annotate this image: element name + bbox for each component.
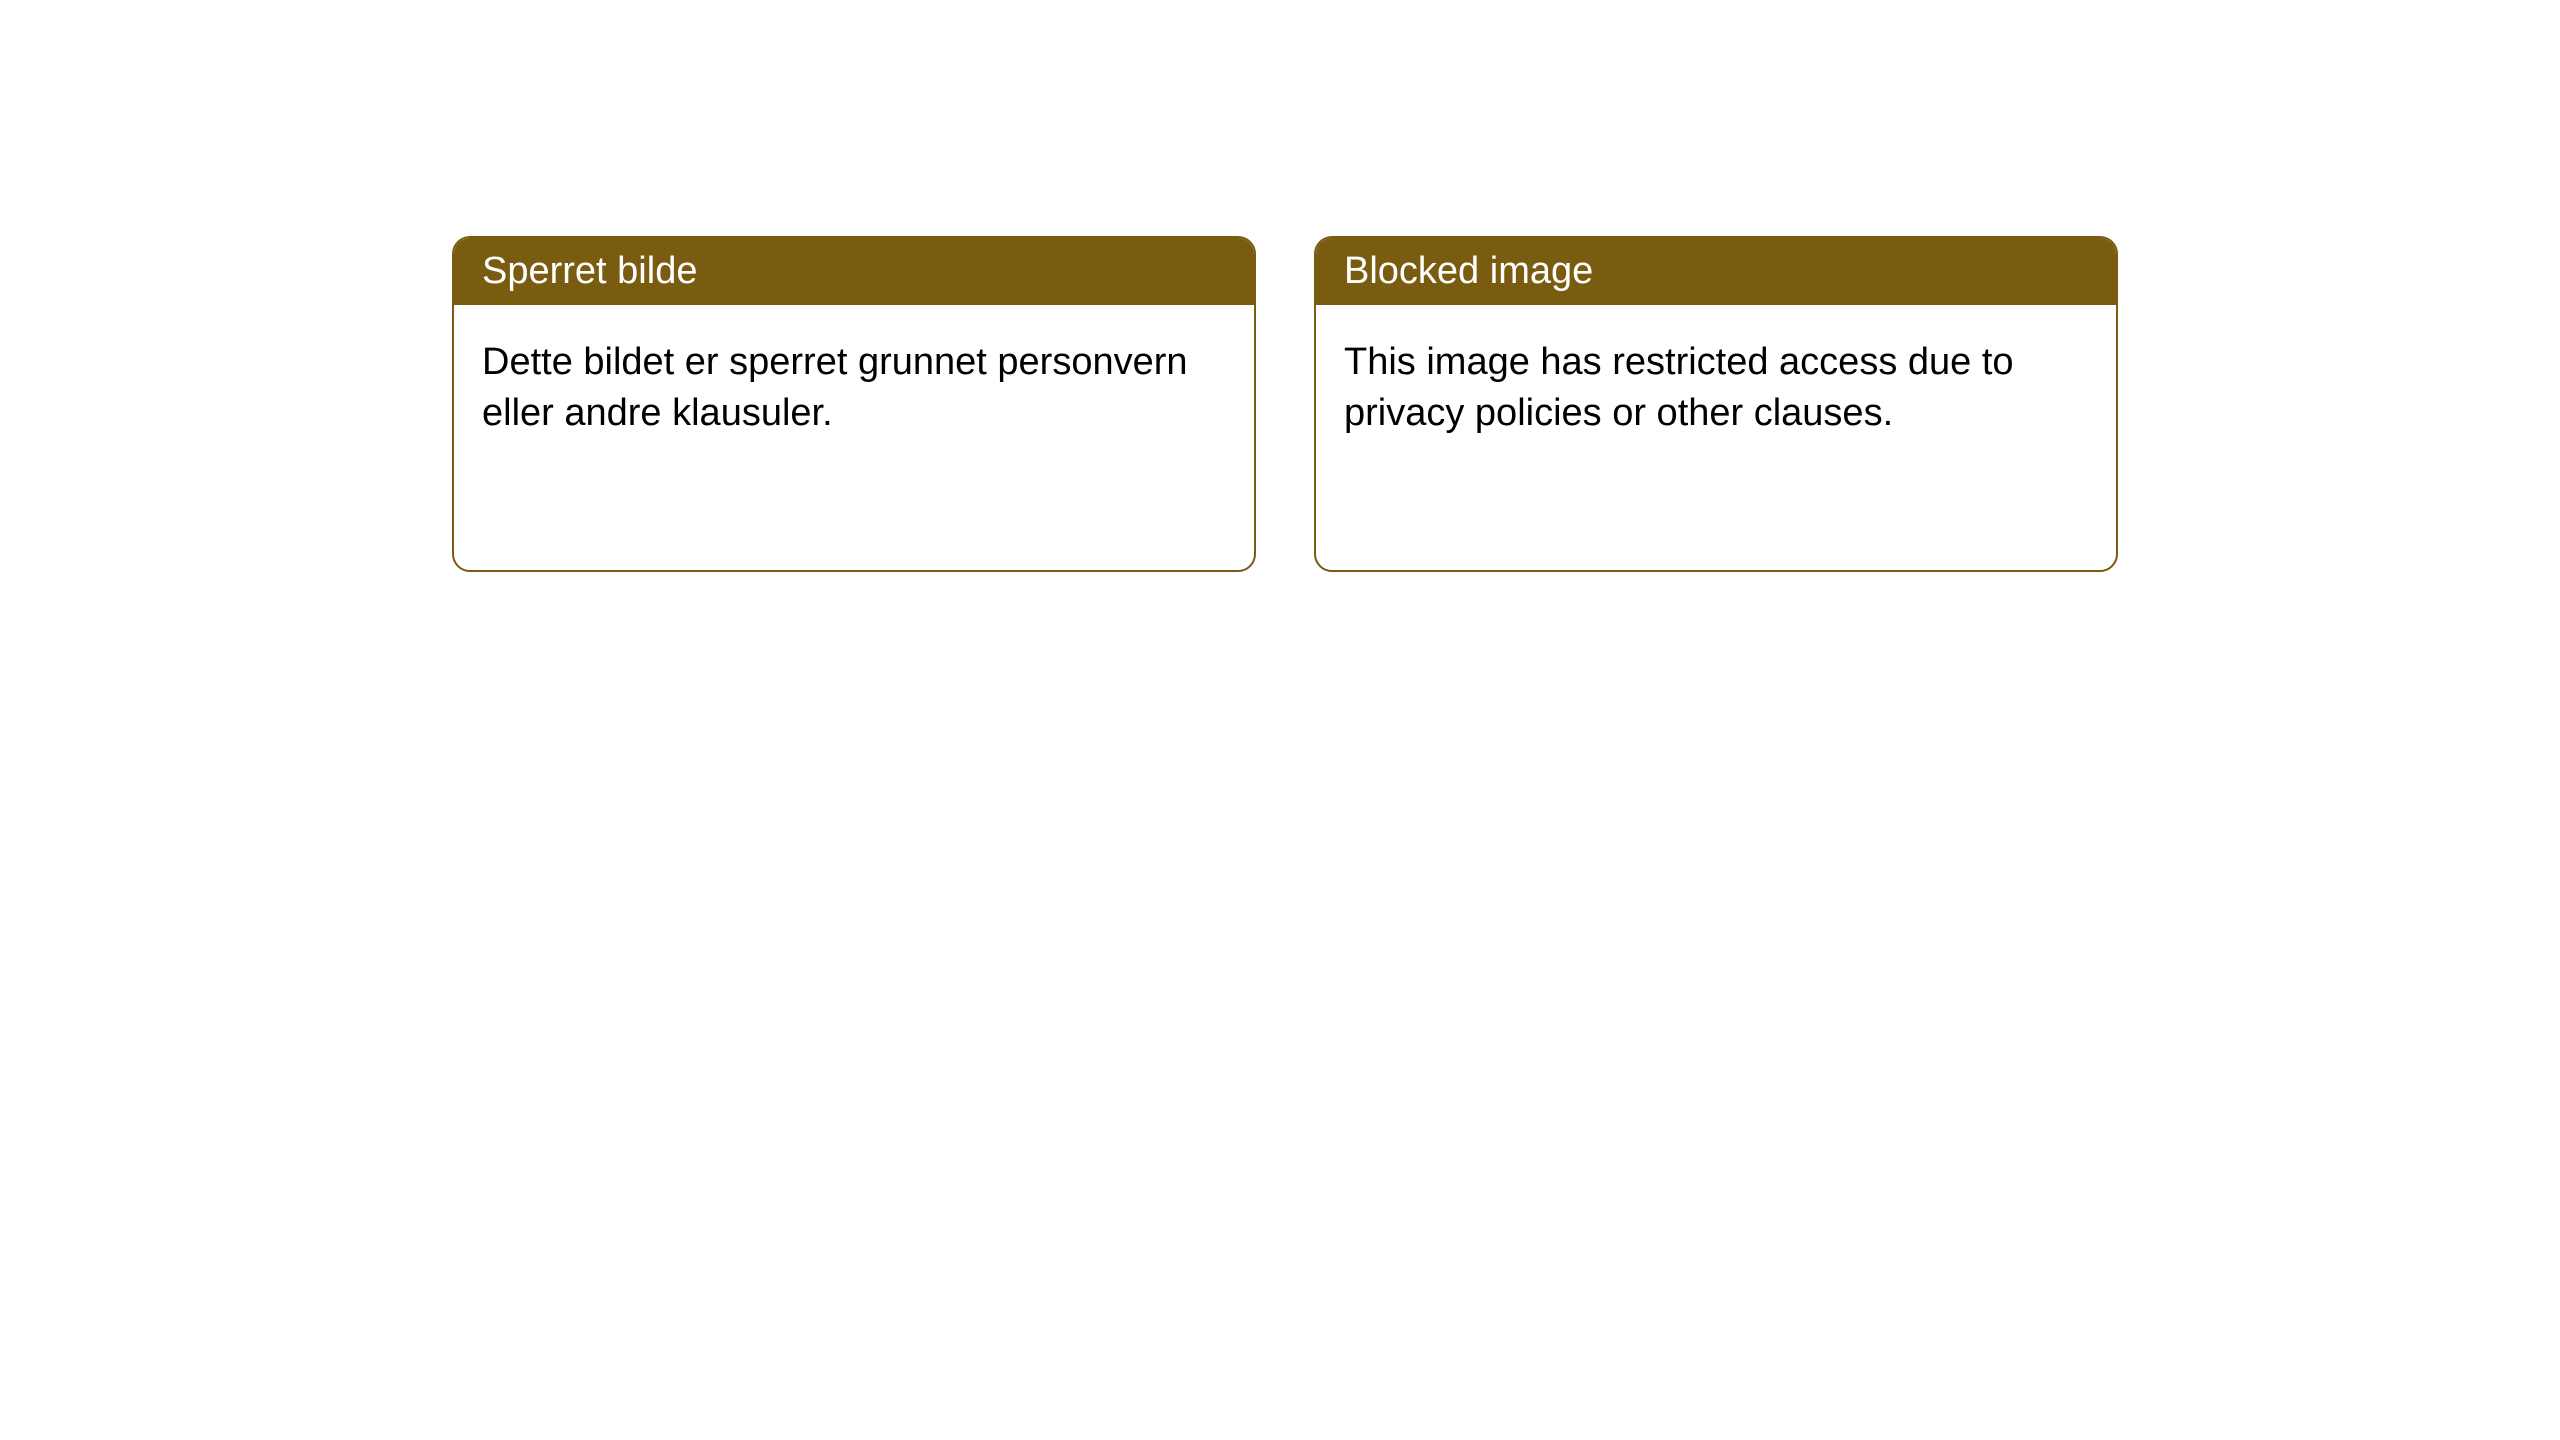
notice-card-english: Blocked image This image has restricted …: [1314, 236, 2118, 572]
notice-body: This image has restricted access due to …: [1316, 305, 2116, 472]
notice-title: Sperret bilde: [454, 238, 1254, 305]
notice-body: Dette bildet er sperret grunnet personve…: [454, 305, 1254, 472]
notice-cards-container: Sperret bilde Dette bildet er sperret gr…: [452, 236, 2118, 572]
notice-card-norwegian: Sperret bilde Dette bildet er sperret gr…: [452, 236, 1256, 572]
notice-title: Blocked image: [1316, 238, 2116, 305]
